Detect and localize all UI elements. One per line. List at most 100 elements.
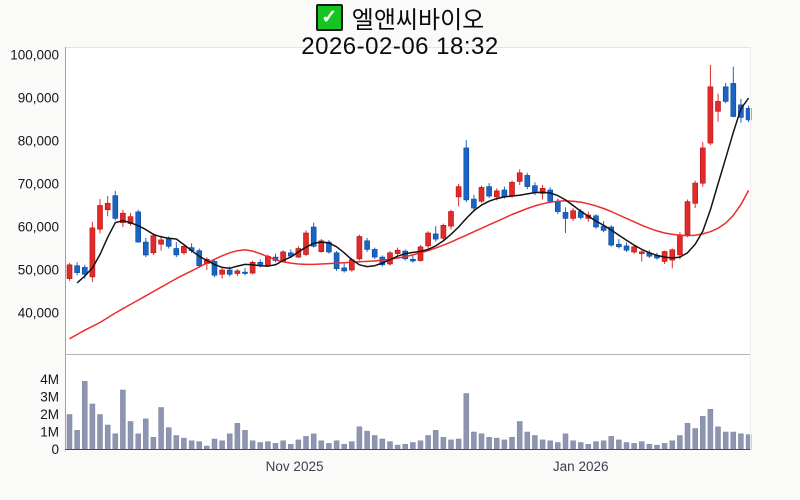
volume-bar bbox=[226, 433, 233, 450]
volume-bar bbox=[478, 433, 485, 450]
title-row: ✓ 엘앤씨바이오 bbox=[0, 2, 800, 34]
bullish-candle-body bbox=[448, 211, 454, 227]
volume-bar bbox=[188, 440, 195, 450]
volume-bar bbox=[577, 442, 584, 450]
bearish-candle-body bbox=[532, 185, 538, 193]
bearish-candle-body bbox=[562, 212, 569, 219]
bearish-candle-body bbox=[432, 233, 439, 240]
bullish-candle-body bbox=[181, 246, 187, 254]
volume-bar bbox=[486, 437, 492, 450]
chart-header: ✓ 엘앤씨바이오 2026-02-06 18:32 bbox=[0, 2, 800, 61]
volume-bar bbox=[74, 430, 80, 450]
volume-bar bbox=[371, 435, 378, 450]
volume-bar bbox=[173, 435, 180, 450]
volume-bar bbox=[120, 389, 126, 450]
volume-bar bbox=[616, 439, 622, 450]
volume-bar bbox=[524, 431, 531, 450]
volume-bar bbox=[639, 441, 645, 450]
volume-bar bbox=[509, 437, 515, 450]
bearish-candle-body bbox=[471, 198, 477, 209]
volume-bar bbox=[654, 444, 660, 450]
volume-bar bbox=[555, 442, 561, 450]
ma-long-line bbox=[69, 190, 750, 340]
bullish-candle-body bbox=[677, 234, 683, 256]
bullish-candle-body bbox=[120, 212, 126, 223]
bullish-candle-body bbox=[509, 182, 515, 197]
volume-bar bbox=[104, 424, 111, 450]
checked-checkbox-icon[interactable]: ✓ bbox=[315, 4, 343, 31]
volume-bar bbox=[265, 441, 271, 450]
bullish-candle-body bbox=[104, 203, 111, 211]
bullish-candle-body bbox=[318, 240, 325, 252]
price-tick-label: 70,000 bbox=[18, 177, 59, 192]
volume-bar bbox=[288, 444, 294, 450]
volume-bar bbox=[280, 440, 286, 450]
volume-bar bbox=[501, 439, 508, 450]
volume-bar bbox=[349, 441, 355, 450]
bearish-candle-body bbox=[722, 86, 729, 102]
volume-bar bbox=[181, 437, 187, 450]
volume-bar bbox=[432, 430, 439, 450]
volume-bar bbox=[165, 427, 172, 450]
bullish-candle-body bbox=[303, 232, 309, 255]
volume-bar bbox=[722, 431, 729, 450]
bullish-candle-body bbox=[699, 147, 706, 184]
bullish-candle-body bbox=[684, 201, 691, 236]
volume-bar bbox=[692, 428, 698, 450]
bearish-candle-body bbox=[333, 252, 340, 270]
volume-bar bbox=[539, 439, 546, 450]
bearish-candle-body bbox=[211, 261, 218, 276]
volume-bar bbox=[608, 436, 614, 450]
x-axis-month-label: Nov 2025 bbox=[266, 459, 324, 474]
volume-bar bbox=[219, 440, 225, 450]
bullish-candle-body bbox=[669, 249, 676, 261]
volume-bar bbox=[112, 433, 119, 450]
volume-bar bbox=[463, 393, 470, 450]
bearish-candle-body bbox=[165, 238, 172, 247]
volume-bar bbox=[402, 444, 408, 450]
bearish-candle-body bbox=[486, 186, 492, 197]
volume-bar bbox=[516, 421, 523, 450]
volume-bar bbox=[394, 444, 401, 450]
volume-bar bbox=[150, 437, 157, 450]
bearish-candle-body bbox=[547, 189, 554, 202]
bearish-candle-body bbox=[242, 271, 248, 274]
bullish-candle-body bbox=[234, 270, 241, 274]
bullish-candle-body bbox=[440, 225, 447, 239]
volume-bar bbox=[82, 381, 88, 450]
bearish-candle-body bbox=[554, 201, 561, 212]
price-tick-label: 50,000 bbox=[18, 263, 59, 278]
price-tick-label: 100,000 bbox=[10, 48, 59, 63]
volume-bar bbox=[135, 433, 141, 450]
bearish-candle-body bbox=[410, 258, 416, 262]
bullish-candle-body bbox=[707, 86, 714, 144]
x-axis-month-label: Jan 2026 bbox=[553, 459, 609, 474]
bullish-candle-body bbox=[66, 264, 73, 279]
volume-tick-label: 4M bbox=[40, 372, 59, 387]
volume-bar bbox=[89, 403, 96, 450]
bearish-candle-body bbox=[745, 108, 752, 121]
volume-tick-label: 2M bbox=[40, 407, 59, 422]
bullish-candle-body bbox=[97, 205, 103, 230]
bullish-candle-body bbox=[150, 235, 157, 254]
bullish-candle-body bbox=[158, 239, 164, 245]
volume-bar bbox=[310, 433, 317, 450]
bearish-candle-body bbox=[608, 226, 615, 246]
volume-bar bbox=[341, 444, 347, 450]
volume-bar bbox=[631, 443, 637, 450]
volume-bar bbox=[303, 436, 309, 450]
volume-bar bbox=[66, 414, 73, 450]
volume-bar bbox=[417, 440, 424, 450]
bullish-candle-body bbox=[570, 210, 576, 219]
volume-bar bbox=[547, 440, 553, 450]
bullish-candle-body bbox=[493, 190, 500, 198]
bullish-candle-body bbox=[127, 216, 134, 224]
volume-bar bbox=[356, 426, 363, 450]
volume-bar bbox=[318, 440, 325, 450]
volume-bar bbox=[440, 437, 447, 450]
price-tick-label: 40,000 bbox=[18, 306, 59, 321]
volume-bar bbox=[707, 409, 714, 450]
volume-bar bbox=[127, 421, 134, 450]
